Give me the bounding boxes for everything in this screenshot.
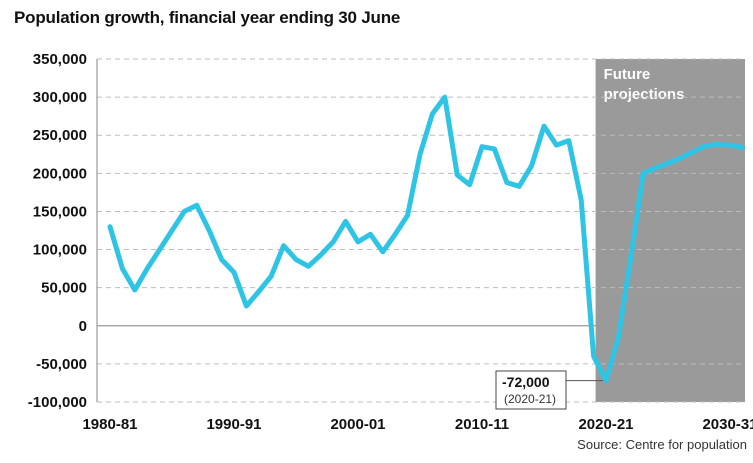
data-point — [407, 214, 409, 216]
data-point — [704, 145, 706, 147]
data-point — [382, 251, 384, 253]
data-point — [717, 143, 719, 145]
annotation-value: -72,000 — [502, 374, 550, 390]
data-point — [320, 254, 322, 256]
data-point — [258, 291, 260, 292]
y-tick-label: 350,000 — [33, 51, 87, 68]
y-tick-label: -100,000 — [28, 394, 87, 411]
data-point — [134, 289, 136, 291]
data-point — [555, 144, 557, 146]
gridlines: 350,000 300,000 250,000 200,000 150,000 100,0… — [28, 51, 745, 411]
data-point — [270, 275, 272, 277]
data-point — [692, 151, 694, 153]
data-point — [307, 265, 309, 267]
axes: 1980-81 1990-91 2000-01 2010-11 2020-21 2030-… — [82, 59, 753, 433]
y-tick-label: 50,000 — [41, 280, 87, 297]
y-tick-label: 300,000 — [33, 89, 87, 106]
data-point — [159, 249, 161, 251]
data-point — [357, 241, 359, 243]
data-point — [469, 184, 471, 186]
data-point — [183, 210, 185, 212]
y-tick-label: 250,000 — [33, 127, 87, 144]
data-point — [630, 256, 632, 258]
data-point — [245, 305, 247, 307]
x-tick-label: 2000-01 — [330, 416, 385, 433]
data-point — [518, 185, 520, 187]
x-tick-label: 2020-21 — [578, 416, 633, 433]
data-point — [332, 241, 334, 243]
series-line — [107, 94, 745, 384]
projection-shade-layer: Future projections — [595, 59, 745, 402]
data-point — [667, 162, 669, 164]
data-point — [729, 144, 731, 146]
data-point — [617, 336, 619, 338]
annotation-year: (2020-21) — [504, 392, 556, 406]
data-point — [655, 167, 657, 169]
data-point — [741, 146, 743, 148]
y-tick-label: 150,000 — [33, 203, 87, 220]
data-point — [531, 165, 533, 167]
data-point — [543, 125, 545, 127]
projection-label-line1: Future — [604, 66, 651, 83]
data-point — [679, 157, 681, 159]
series-layer — [107, 94, 745, 384]
data-point — [444, 96, 446, 98]
data-point — [171, 230, 173, 231]
y-tick-label: 100,000 — [33, 242, 87, 259]
y-tick-label: 200,000 — [33, 165, 87, 182]
data-point — [580, 199, 582, 201]
data-point — [431, 113, 433, 115]
data-point — [196, 204, 198, 206]
data-point — [506, 182, 508, 183]
data-point — [208, 230, 210, 231]
data-point — [221, 259, 223, 260]
data-point — [109, 226, 111, 228]
x-tick-label: 1980-81 — [82, 416, 137, 433]
data-point — [568, 140, 570, 142]
data-point — [593, 355, 595, 357]
data-point — [394, 233, 396, 235]
data-point — [121, 268, 123, 270]
data-point — [419, 153, 421, 155]
annotation-layer: -72,000 (2020-21) — [495, 370, 603, 410]
projection-shade — [595, 59, 745, 402]
x-tick-label: 2010-11 — [455, 416, 509, 433]
annotation-box — [495, 370, 567, 410]
data-point — [146, 268, 148, 270]
source-note: Source: Centre for population — [577, 437, 747, 452]
x-tick-label: 1990-91 — [206, 416, 261, 433]
data-point — [456, 174, 458, 176]
data-point — [642, 172, 644, 174]
data-point — [233, 271, 235, 273]
chart-title: Population growth, financial year ending… — [14, 8, 401, 27]
data-point — [481, 146, 483, 148]
x-tick-label: 2030-31 — [702, 416, 753, 433]
data-point — [605, 380, 607, 382]
y-tick-label: 0 — [79, 318, 87, 335]
y-tick-label: -50,000 — [36, 356, 87, 373]
data-point — [283, 245, 285, 247]
data-point — [369, 233, 371, 235]
data-point — [345, 220, 347, 222]
data-point — [493, 148, 495, 150]
projection-label-line2: projections — [604, 86, 685, 103]
data-point — [295, 259, 297, 260]
